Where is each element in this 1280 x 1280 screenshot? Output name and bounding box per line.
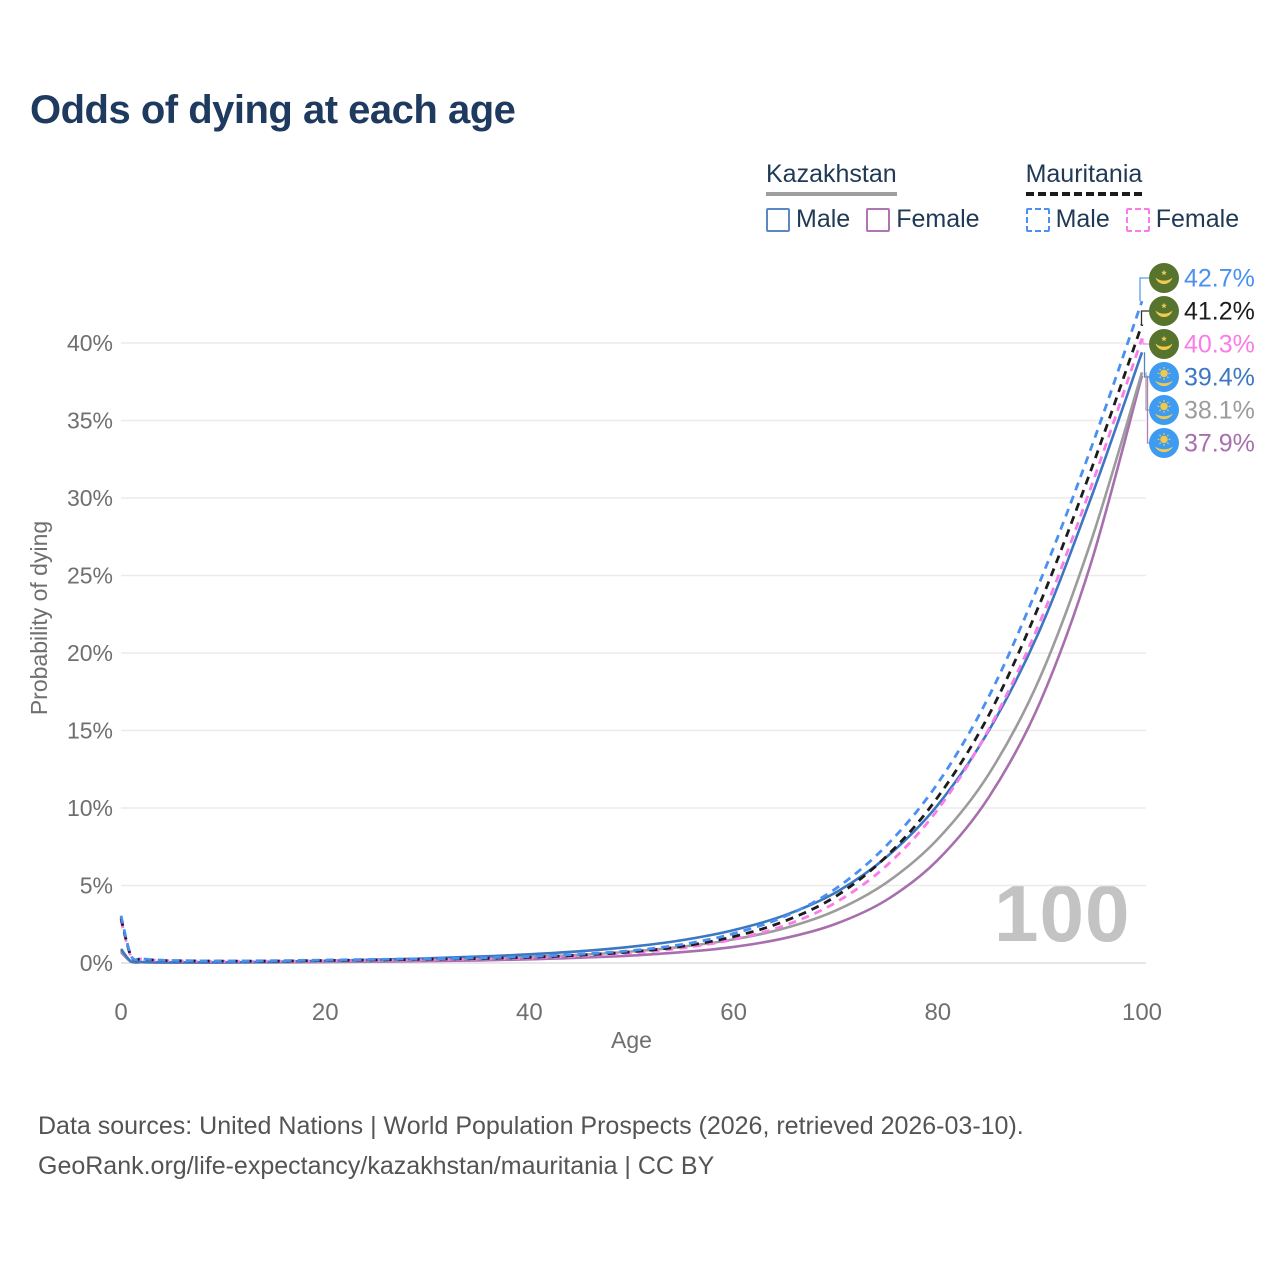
end-label-connector-mauritania-male xyxy=(1139,277,1149,302)
legend-items-mauritania: Male Female xyxy=(1025,205,1240,234)
y-tick-20%: 20% xyxy=(67,640,113,666)
legend-items-kazakhstan: Male Female xyxy=(766,205,980,234)
y-tick-10%: 10% xyxy=(67,795,113,821)
legend-group-mauritania: Mauritania Male Female xyxy=(1025,160,1240,234)
footer-attribution: GeoRank.org/life-expectancy/kazakhstan/m… xyxy=(38,1152,715,1180)
page-title: Odds of dying at each age xyxy=(30,88,516,132)
end-label-connector-kazakhstan-female xyxy=(1146,375,1149,444)
flag-icon-kazakhstan xyxy=(1149,428,1179,458)
end-label-value-mauritania-overall: 41.2% xyxy=(1184,298,1255,326)
series-line-mauritania-male[interactable] xyxy=(119,300,1144,963)
series-line-kazakhstan-overall[interactable] xyxy=(120,372,1144,964)
end-label-value-mauritania-female: 40.3% xyxy=(1184,331,1255,359)
flag-icon-kazakhstan xyxy=(1149,362,1179,392)
legend-label-mauritania-female: Female xyxy=(1155,205,1240,233)
end-label-connector-kazakhstan-male xyxy=(1143,352,1149,378)
legend: Kazakhstan Male Female Mauritania Male xyxy=(766,160,1239,234)
end-label-connector-mauritania-female xyxy=(1142,338,1149,345)
y-axis-title: Probability of dying xyxy=(26,521,52,715)
y-tick-25%: 25% xyxy=(67,563,113,589)
x-tick-80: 80 xyxy=(924,999,951,1026)
end-label-value-kazakhstan-overall: 38.1% xyxy=(1184,397,1255,425)
x-tick-0: 0 xyxy=(114,999,127,1026)
x-tick-100: 100 xyxy=(1122,999,1162,1026)
end-label-value-mauritania-male: 42.7% xyxy=(1184,265,1255,293)
legend-group-title-mauritania: Mauritania xyxy=(1025,160,1143,196)
end-label-value-kazakhstan-male: 39.4% xyxy=(1184,364,1255,392)
y-tick-35%: 35% xyxy=(67,408,113,434)
legend-label-kazakhstan-female: Female xyxy=(896,205,980,233)
footer-data-sources: Data sources: United Nations | World Pop… xyxy=(38,1112,1024,1140)
x-tick-60: 60 xyxy=(720,999,747,1026)
legend-item-kazakhstan-female[interactable]: Female xyxy=(866,205,980,234)
x-tick-20: 20 xyxy=(312,999,339,1026)
legend-item-mauritania-male[interactable]: Male xyxy=(1025,205,1110,234)
legend-item-kazakhstan-male[interactable]: Male xyxy=(766,205,850,234)
y-tick-15%: 15% xyxy=(67,718,113,744)
end-label-value-kazakhstan-female: 37.9% xyxy=(1184,430,1255,458)
end-label-connector-mauritania-overall xyxy=(1140,310,1149,325)
flag-icon-kazakhstan xyxy=(1149,395,1179,425)
age-counter-watermark: 100 xyxy=(994,869,1131,958)
legend-group-title-kazakhstan: Kazakhstan xyxy=(766,160,897,196)
y-tick-5%: 5% xyxy=(80,873,113,899)
x-axis-title: Age xyxy=(611,1027,652,1053)
flag-icon-mauritania xyxy=(1149,263,1179,293)
footer: Data sources: United Nations | World Pop… xyxy=(38,1106,1024,1186)
series-line-kazakhstan-male[interactable] xyxy=(119,351,1144,964)
series-swatch-mauritania-male xyxy=(1025,207,1050,232)
series-swatch-kazakhstan-male xyxy=(766,207,790,232)
x-tick-40: 40 xyxy=(516,999,543,1026)
y-tick-0%: 0% xyxy=(80,950,113,976)
series-swatch-kazakhstan-female xyxy=(866,207,891,232)
flag-icon-mauritania xyxy=(1149,329,1179,359)
legend-label-kazakhstan-male: Male xyxy=(796,205,851,233)
series-line-kazakhstan-female[interactable] xyxy=(120,375,1144,964)
legend-group-kazakhstan: Kazakhstan Male Female xyxy=(766,160,980,234)
flag-icon-mauritania xyxy=(1149,296,1179,326)
y-tick-40%: 40% xyxy=(67,330,113,356)
y-tick-30%: 30% xyxy=(67,485,113,511)
series-line-mauritania-female[interactable] xyxy=(119,337,1144,963)
series-swatch-mauritania-female xyxy=(1125,207,1150,232)
legend-label-mauritania-male: Male xyxy=(1055,205,1110,233)
legend-item-mauritania-female[interactable]: Female xyxy=(1125,205,1240,234)
